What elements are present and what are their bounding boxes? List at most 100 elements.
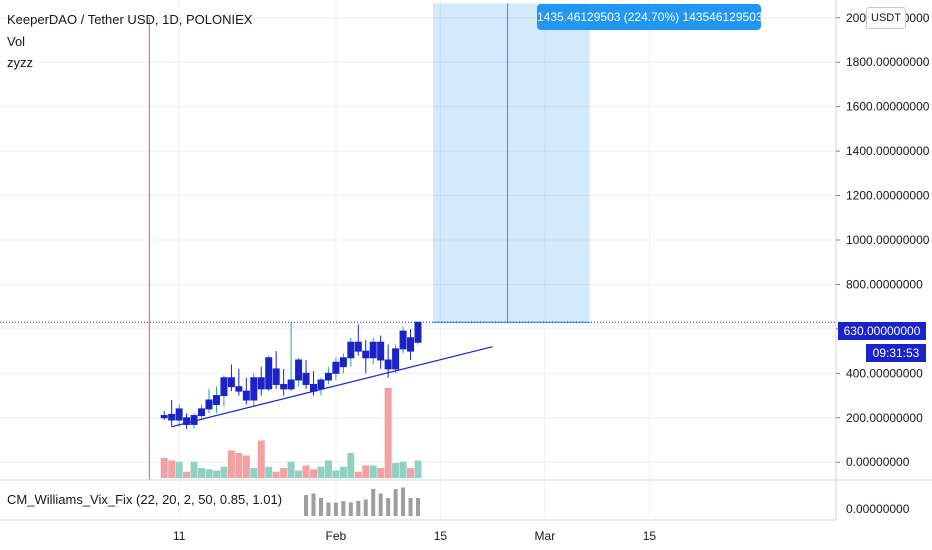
time-tick-label: 15 [434,529,448,543]
volume-bar [190,461,198,478]
volume-bar [257,440,265,478]
candle-body [242,390,250,401]
price-tick-label: 400.00000000 [846,366,923,380]
volume-bar [265,466,273,478]
candle-body [362,350,370,359]
time-tick-label: Feb [326,529,347,543]
trendline[interactable] [171,346,493,428]
volume-indicator-label[interactable]: Vol [7,34,26,49]
vix-indicator-label[interactable]: CM_Williams_Vix_Fix (22, 20, 2, 50, 0.85… [7,492,283,507]
volume-bar [369,465,377,478]
candle-body [160,415,168,419]
candle-body [347,341,355,359]
custom-indicator-label[interactable]: zyzz [7,55,33,70]
candle-body [310,383,317,392]
price-tick-label: 1200.00000000 [846,189,930,203]
price-tick-label: 1400.00000000 [846,144,930,158]
candle-body [324,372,332,381]
vix-bar [363,499,368,516]
candle-body [354,341,362,352]
time-tick-label: 11 [173,529,186,543]
volume-bar [198,468,206,478]
candle-body [384,359,392,370]
volume-bar [310,469,317,478]
candle-body [220,377,228,397]
currency-button[interactable]: USDT [866,7,906,29]
volume-bar [384,388,392,478]
vix-bar [393,489,398,516]
volume-bar [399,461,407,478]
vix-bar [356,501,361,516]
price-tick-label: 1000.00000000 [846,233,930,247]
price-range-measure[interactable] [432,3,590,323]
vix-bar [318,498,323,516]
measure-label: 1435.46129503 (224.70%) 143546129503 [537,4,763,30]
candle-body [339,357,347,368]
volume-bar [295,470,303,478]
volume-bar [317,466,325,478]
candlestick-series [160,321,422,429]
volume-bar [280,468,288,478]
volume-bar [362,465,370,478]
vix-bar [416,498,420,516]
volume-bar [205,469,213,478]
candle-body [205,399,213,410]
volume-bar [287,461,295,478]
candle-body [183,417,191,425]
candle-body [265,357,273,390]
candle-body [168,413,176,421]
vix-bar [386,498,391,516]
vix-bar [378,493,383,516]
current-price-tag: 630.00000000 [838,322,926,340]
vix-bar [311,493,316,516]
candle-body [235,386,243,392]
vix-fix-bars [304,487,420,516]
price-tick-label: 800.00000000 [846,277,923,291]
volume-bar [235,453,243,478]
candle-body [377,341,385,361]
candle-body [280,383,288,390]
countdown-tag: 09:31:53 [866,344,926,362]
volume-bar [272,471,280,478]
price-tick-label: 1600.00000000 [846,100,930,114]
price-tick-label: 200.00000000 [846,411,923,425]
vix-bar [304,495,309,516]
volume-bar [183,471,191,478]
volume-bar [175,461,183,478]
volume-bar [220,466,228,478]
volume-bar [227,450,235,478]
candle-body [332,361,340,374]
candle-body [414,321,422,343]
candle-body [369,341,377,359]
candle-body [317,379,325,390]
grid-lines [0,0,836,518]
candle-body [399,330,407,350]
volume-bars [160,388,422,478]
volume-bar [347,453,355,478]
vix-bar [401,487,406,516]
candle-body [392,348,400,370]
candle-body [295,359,303,381]
price-tick-label: 0.00000000 [846,455,910,469]
time-tick-label: 15 [643,529,657,543]
volume-bar [168,460,176,478]
candle-body [227,377,235,388]
candle-body [257,377,265,390]
volume-bar [212,470,220,478]
vix-bar [408,498,413,516]
volume-bar [354,471,362,478]
candle-body [287,379,295,390]
candle-body [175,408,183,421]
trendline-segment [171,346,493,428]
symbol-title[interactable]: KeeperDAO / Tether USD, 1D, POLONIEX [7,12,253,27]
volume-bar [242,455,250,478]
volume-bar [407,468,415,478]
volume-bar [250,468,258,478]
volume-bar [414,460,422,478]
candle-body [250,377,258,401]
measure-box [432,3,590,323]
time-tick-label: Mar [535,529,556,543]
candle-body [272,368,280,385]
